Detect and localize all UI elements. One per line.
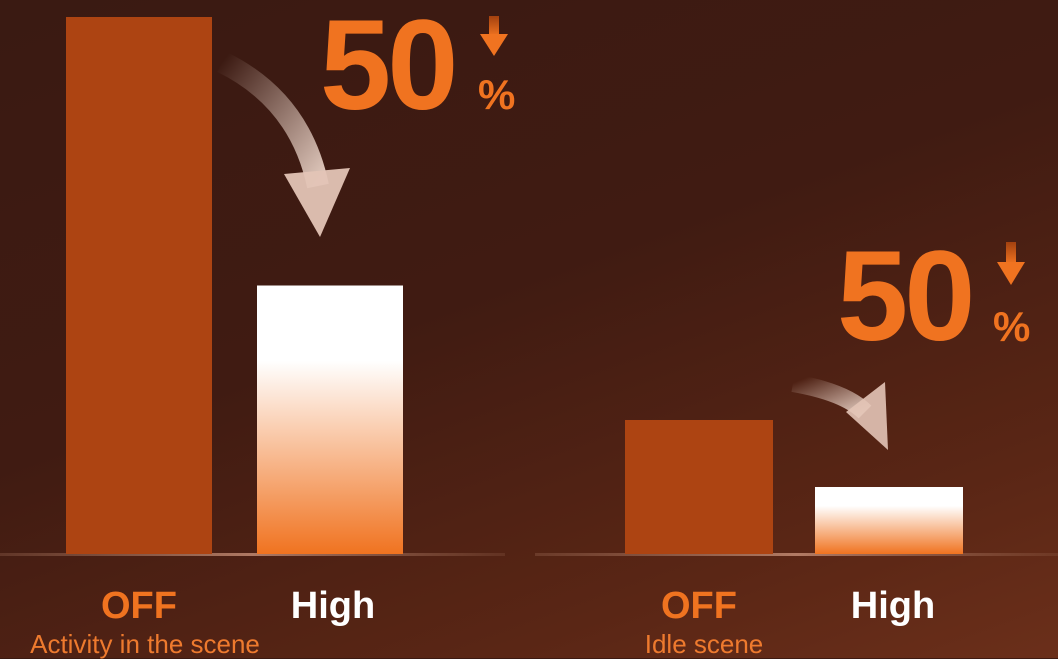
- decrease-arrow-1: [217, 52, 350, 237]
- decrease-arrow-2: [791, 374, 888, 450]
- category-label-high-2: High: [850, 585, 936, 627]
- percent-change-value-2: 50: [837, 225, 975, 368]
- bar-off-2: [625, 420, 773, 554]
- chart-caption-1: Activity in the scene: [30, 629, 260, 659]
- down-arrow-icon: [480, 16, 508, 56]
- percent-sign-1: %: [478, 71, 516, 118]
- percent-sign-2: %: [993, 303, 1031, 350]
- category-label-off-1: OFF: [101, 585, 177, 627]
- axis-baseline-1: [0, 553, 505, 556]
- category-label-off-2: OFF: [661, 585, 737, 627]
- percent-change-value-1: 50: [320, 0, 458, 137]
- category-label-high-1: High: [290, 585, 376, 627]
- bar-high-1: [257, 285, 403, 554]
- chart-caption-2: Idle scene: [644, 629, 764, 659]
- bar-off-1: [66, 17, 212, 554]
- bar-high-2: [815, 487, 963, 554]
- down-arrow-icon: [997, 242, 1025, 285]
- axis-baseline-2: [535, 553, 1058, 556]
